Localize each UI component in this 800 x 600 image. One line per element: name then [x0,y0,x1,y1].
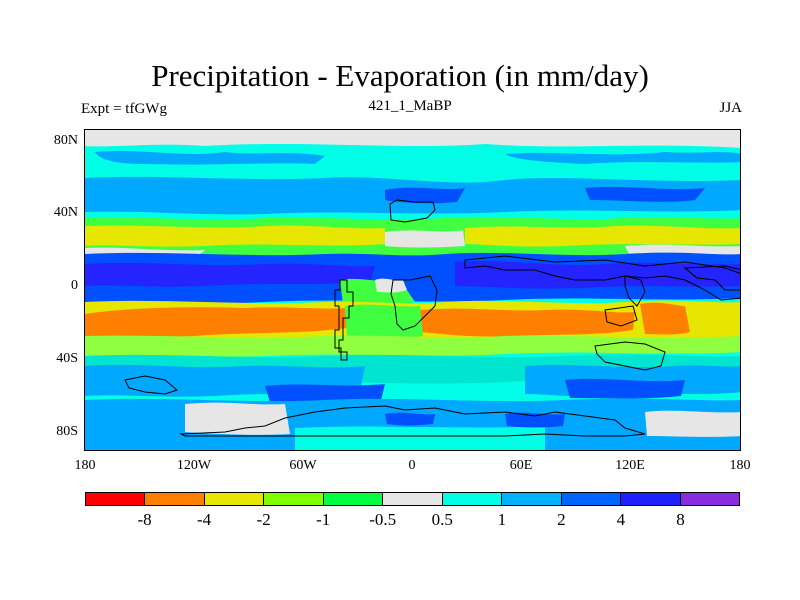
colorbar-swatch [86,493,146,505]
coastline-southern-tip [124,375,179,395]
lon-tick-label: 120E [615,458,645,473]
lat-tick-label: 0 [71,278,78,293]
midlat-north-darkblue [385,186,705,204]
map-field [85,130,740,450]
antarctic-darkblue-bits [385,412,565,428]
plot-title: Precipitation - Evaporation (in mm/day) [151,58,649,93]
lat-tick-label: 40S [56,351,78,366]
colorbar-swatch [145,493,205,505]
experiment-label: Expt = tfGWg [81,101,167,117]
equatorial-grey [375,278,407,293]
coastline-australia [594,341,666,371]
lon-tick-label: 0 [408,458,416,473]
coastline-group [124,199,740,437]
map-panel [84,129,741,451]
midlat-south-darkblue [265,378,685,403]
subtrop-north-yellow-2 [465,225,740,247]
coastline-westpacific [683,265,740,291]
colorbar-swatch [264,493,324,505]
subtrop-south-lightgreen [85,335,740,357]
colorbar-label: 4 [616,510,626,529]
run-label: 421_1_MaBP [368,98,452,114]
subtrop-south-green [345,304,423,338]
antarctic-skyblue [295,426,545,450]
colorbar-swatch [680,493,739,505]
colorbar-label: 2 [557,510,566,529]
lon-tick-label: 180 [74,458,96,473]
colorbar-label: -8 [137,510,152,529]
lat-tick-label: 40N [53,205,78,220]
subtrop-north-grey [85,230,740,259]
lon-tick-label: 60W [289,458,317,473]
colorbar-label: -4 [196,510,212,529]
coastline-africa [390,275,438,331]
subtrop-south-orange-indian [420,308,635,337]
colorbar-label: -0.5 [369,510,397,529]
lat-tick-label: 80S [56,424,78,439]
colorbar-label: -1 [316,510,331,529]
colorbar-label: 8 [676,510,685,529]
coastline-north-atlantic [389,199,436,223]
coastline-seasia [604,305,638,327]
colorbar-swatch [383,493,443,505]
colorbar-swatch [502,493,562,505]
colorbar-label: 0.5 [431,510,453,529]
coastline-americas [334,279,354,361]
colorbar-label: -2 [256,510,271,529]
antarctic-grey [185,402,290,435]
season-label: JJA [719,100,742,116]
antarctic-grey-2 [645,410,740,437]
lon-tick-label: 120W [176,458,212,473]
lat-tick-label: 80N [53,133,78,148]
subtrop-south-orange-pacific [85,307,347,337]
arctic-blue-patches [95,151,325,165]
equatorial-darkblue [85,262,375,287]
lon-tick-label: 180 [729,458,751,473]
arctic-blue-patches-2 [505,152,740,164]
colorbar-swatch [323,493,384,505]
colorbar-swatch [621,493,681,505]
subtrop-north-yellow [85,225,385,247]
colorbar-swatch [561,493,622,505]
lon-tick-label: 60E [509,458,533,473]
subtrop-south-orange-aus [640,302,690,335]
coastline-antarctica [179,405,646,437]
arctic-grey-band [85,130,740,148]
colorbar [85,492,740,506]
colorbar-label: 1 [497,510,507,529]
coastline-india [624,275,646,307]
equatorial-darkblue-2 [455,261,740,289]
colorbar-swatch [204,493,265,505]
colorbar-swatch [442,493,503,505]
coastline-asia [464,255,740,301]
